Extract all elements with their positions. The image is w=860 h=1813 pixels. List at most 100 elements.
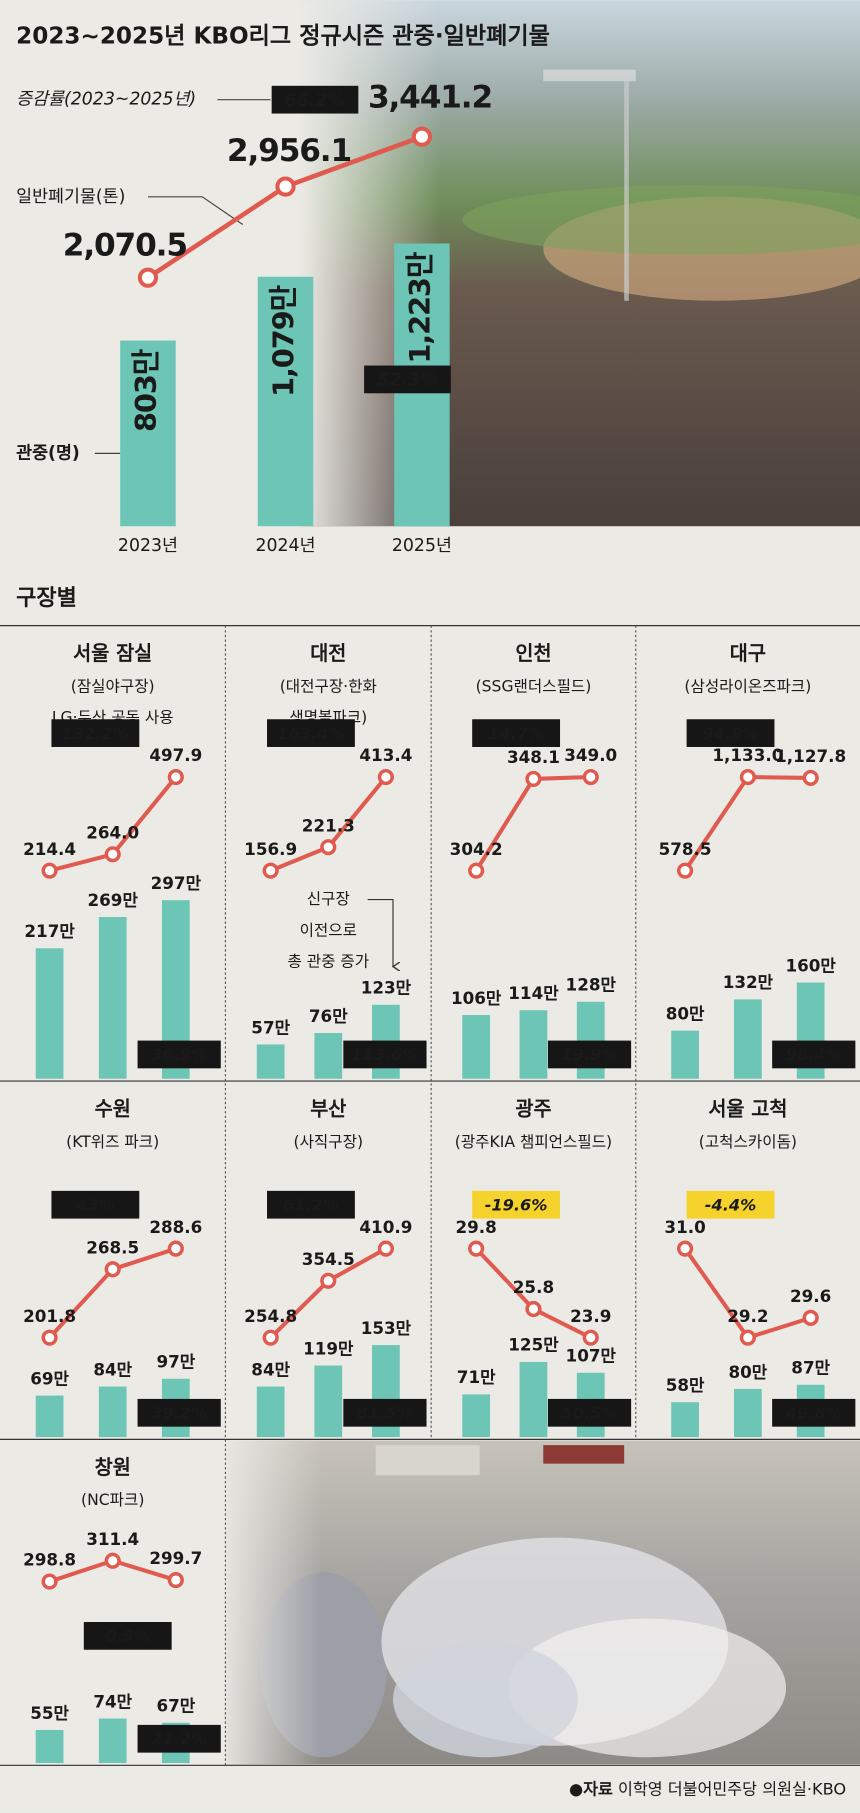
bar-label: 76만 <box>309 1006 348 1026</box>
line-label: 497.9 <box>149 745 202 765</box>
change-box <box>547 1398 632 1427</box>
line-label: 349.0 <box>564 745 617 765</box>
panel-subtitle: (KT위즈 파크) <box>66 1133 159 1151</box>
bar-label: 132만 <box>723 972 774 992</box>
bar-label: 153만 <box>361 1318 412 1338</box>
change-label: 163.4% <box>277 724 344 743</box>
bar-label: 803만 <box>129 348 163 432</box>
line-label: 298.8 <box>23 1550 76 1570</box>
bar-label: 128만 <box>566 975 617 995</box>
panel-title: 서울 고척 <box>708 1097 787 1120</box>
title: 2023~2025년 KBO리그 정규시즌 관중·일반폐기물 <box>16 24 550 50</box>
change-box <box>267 1190 355 1219</box>
line-label: 221.3 <box>302 815 355 835</box>
bar-label: 123만 <box>361 978 412 998</box>
change-label: 21.2% <box>151 1729 207 1748</box>
bar <box>98 1386 127 1438</box>
change-label: 81.5% <box>357 1403 413 1422</box>
waste-point <box>104 1261 121 1278</box>
change-label: 0.3% <box>105 1627 150 1646</box>
bar-label: 160만 <box>785 955 836 975</box>
bar <box>98 917 127 1079</box>
panel-title: 대전 <box>310 642 346 665</box>
panel-title: 수원 <box>95 1097 131 1120</box>
line-label: 29.6 <box>790 1286 831 1306</box>
waste-point <box>104 1552 121 1569</box>
change-label: 52.3% <box>377 371 437 391</box>
line-label: 2,956.1 <box>227 133 351 169</box>
change-label: 43% <box>75 1195 115 1214</box>
waste-point <box>137 267 159 288</box>
change-box <box>772 1398 856 1427</box>
bar-label: 87만 <box>791 1358 830 1378</box>
panel-title: 서울 잠실 <box>73 642 152 665</box>
panel-subtitle: (SSG랜더스필드) <box>476 677 592 695</box>
change-box <box>472 719 561 747</box>
waste-point <box>167 1571 184 1589</box>
line-label: 1,133.0 <box>712 745 783 765</box>
line-label: 2,070.5 <box>63 227 187 263</box>
bar <box>734 1388 762 1438</box>
panel-subtitle: (광주KIA 챔피언스필드) <box>455 1133 612 1151</box>
line-label: 304.2 <box>450 839 503 859</box>
change-box <box>547 1040 632 1069</box>
change-label: 132.2% <box>62 724 129 743</box>
line-label: 578.5 <box>659 839 712 859</box>
note-arrow <box>367 898 393 967</box>
change-box <box>137 1398 221 1427</box>
bar-label: 1,079만 <box>267 284 301 397</box>
panel-title: 부산 <box>310 1097 346 1120</box>
bar <box>671 1030 699 1079</box>
change-box <box>137 1724 221 1753</box>
change-label: 66.2% <box>285 91 345 111</box>
panel-subtitle: (고척스카이돔) <box>699 1133 797 1151</box>
panel-subtitle: (사직구장) <box>293 1133 363 1151</box>
change-label: 39.2% <box>151 1403 207 1422</box>
source: ●자료 이학영 더불어민주당 의원실·KBO <box>569 1779 846 1798</box>
bar-label: 71만 <box>457 1367 496 1387</box>
bar-label: 80만 <box>729 1362 768 1382</box>
change-box <box>137 1040 221 1069</box>
bar <box>120 340 176 527</box>
line-label: 29.2 <box>727 1306 768 1326</box>
change-label: 14.7% <box>488 724 544 743</box>
line-label: 264.0 <box>86 822 139 842</box>
bar <box>519 1010 548 1079</box>
waste-point <box>468 862 485 879</box>
change-box <box>343 1040 427 1069</box>
panel-note: 총 관중 증가 <box>287 952 369 970</box>
bar-label: 107만 <box>566 1346 617 1366</box>
panel-grid <box>0 625 860 1766</box>
waste-point <box>167 768 184 786</box>
waste-point <box>739 1329 756 1346</box>
change-title: 증감률(2023~2025년) <box>16 90 196 110</box>
change-label: -19.6% <box>485 1195 548 1214</box>
waste-point <box>167 1240 184 1257</box>
line-label: 268.5 <box>86 1237 139 1257</box>
bar-label: 1,223만 <box>403 251 437 364</box>
bar <box>35 948 64 1079</box>
bar-label: 55만 <box>30 1703 69 1723</box>
x-tick-label: 2025년 <box>392 536 452 556</box>
change-label: 50.5% <box>561 1403 617 1422</box>
bar-label: 69만 <box>30 1368 69 1388</box>
bar-label: 57만 <box>251 1017 290 1037</box>
panel-title: 인천 <box>515 642 551 665</box>
line-label: 31.0 <box>664 1217 705 1237</box>
line-label: 25.8 <box>513 1277 554 1297</box>
change-box <box>472 1190 561 1219</box>
bar-label: 67만 <box>156 1696 195 1716</box>
waste-point <box>275 176 296 197</box>
panel-note: 신구장 <box>307 890 350 908</box>
change-box <box>51 719 140 747</box>
bar-label: 119만 <box>303 1338 354 1358</box>
x-tick-label: 2024년 <box>255 536 315 556</box>
waste-point <box>802 769 819 787</box>
bar <box>256 1044 285 1079</box>
change-box <box>267 719 355 747</box>
waste-point <box>320 839 337 856</box>
bar-label: 114만 <box>508 983 559 1003</box>
panel-subtitle: (대전구장·한화 <box>280 677 377 695</box>
waste-point <box>676 862 694 879</box>
waste-point <box>104 846 121 863</box>
